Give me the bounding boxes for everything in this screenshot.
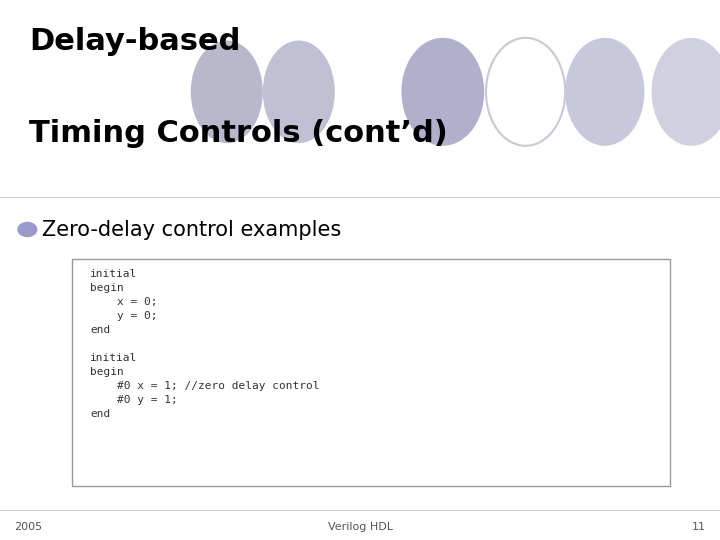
Text: Verilog HDL: Verilog HDL [328,522,392,531]
Ellipse shape [486,38,565,146]
Ellipse shape [402,38,484,146]
Text: 2005: 2005 [14,522,42,531]
Ellipse shape [652,38,720,146]
Text: Delay-based: Delay-based [29,27,240,56]
FancyBboxPatch shape [72,259,670,486]
Text: 11: 11 [692,522,706,531]
Circle shape [18,222,37,237]
Text: Zero-delay control examples: Zero-delay control examples [42,219,341,240]
Text: Timing Controls (cont’d): Timing Controls (cont’d) [29,119,448,148]
Text: initial
begin
    x = 0;
    y = 0;
end

initial
begin
    #0 x = 1; //zero dela: initial begin x = 0; y = 0; end initial … [90,269,320,419]
Ellipse shape [191,40,263,143]
Ellipse shape [565,38,644,146]
Ellipse shape [263,40,335,143]
